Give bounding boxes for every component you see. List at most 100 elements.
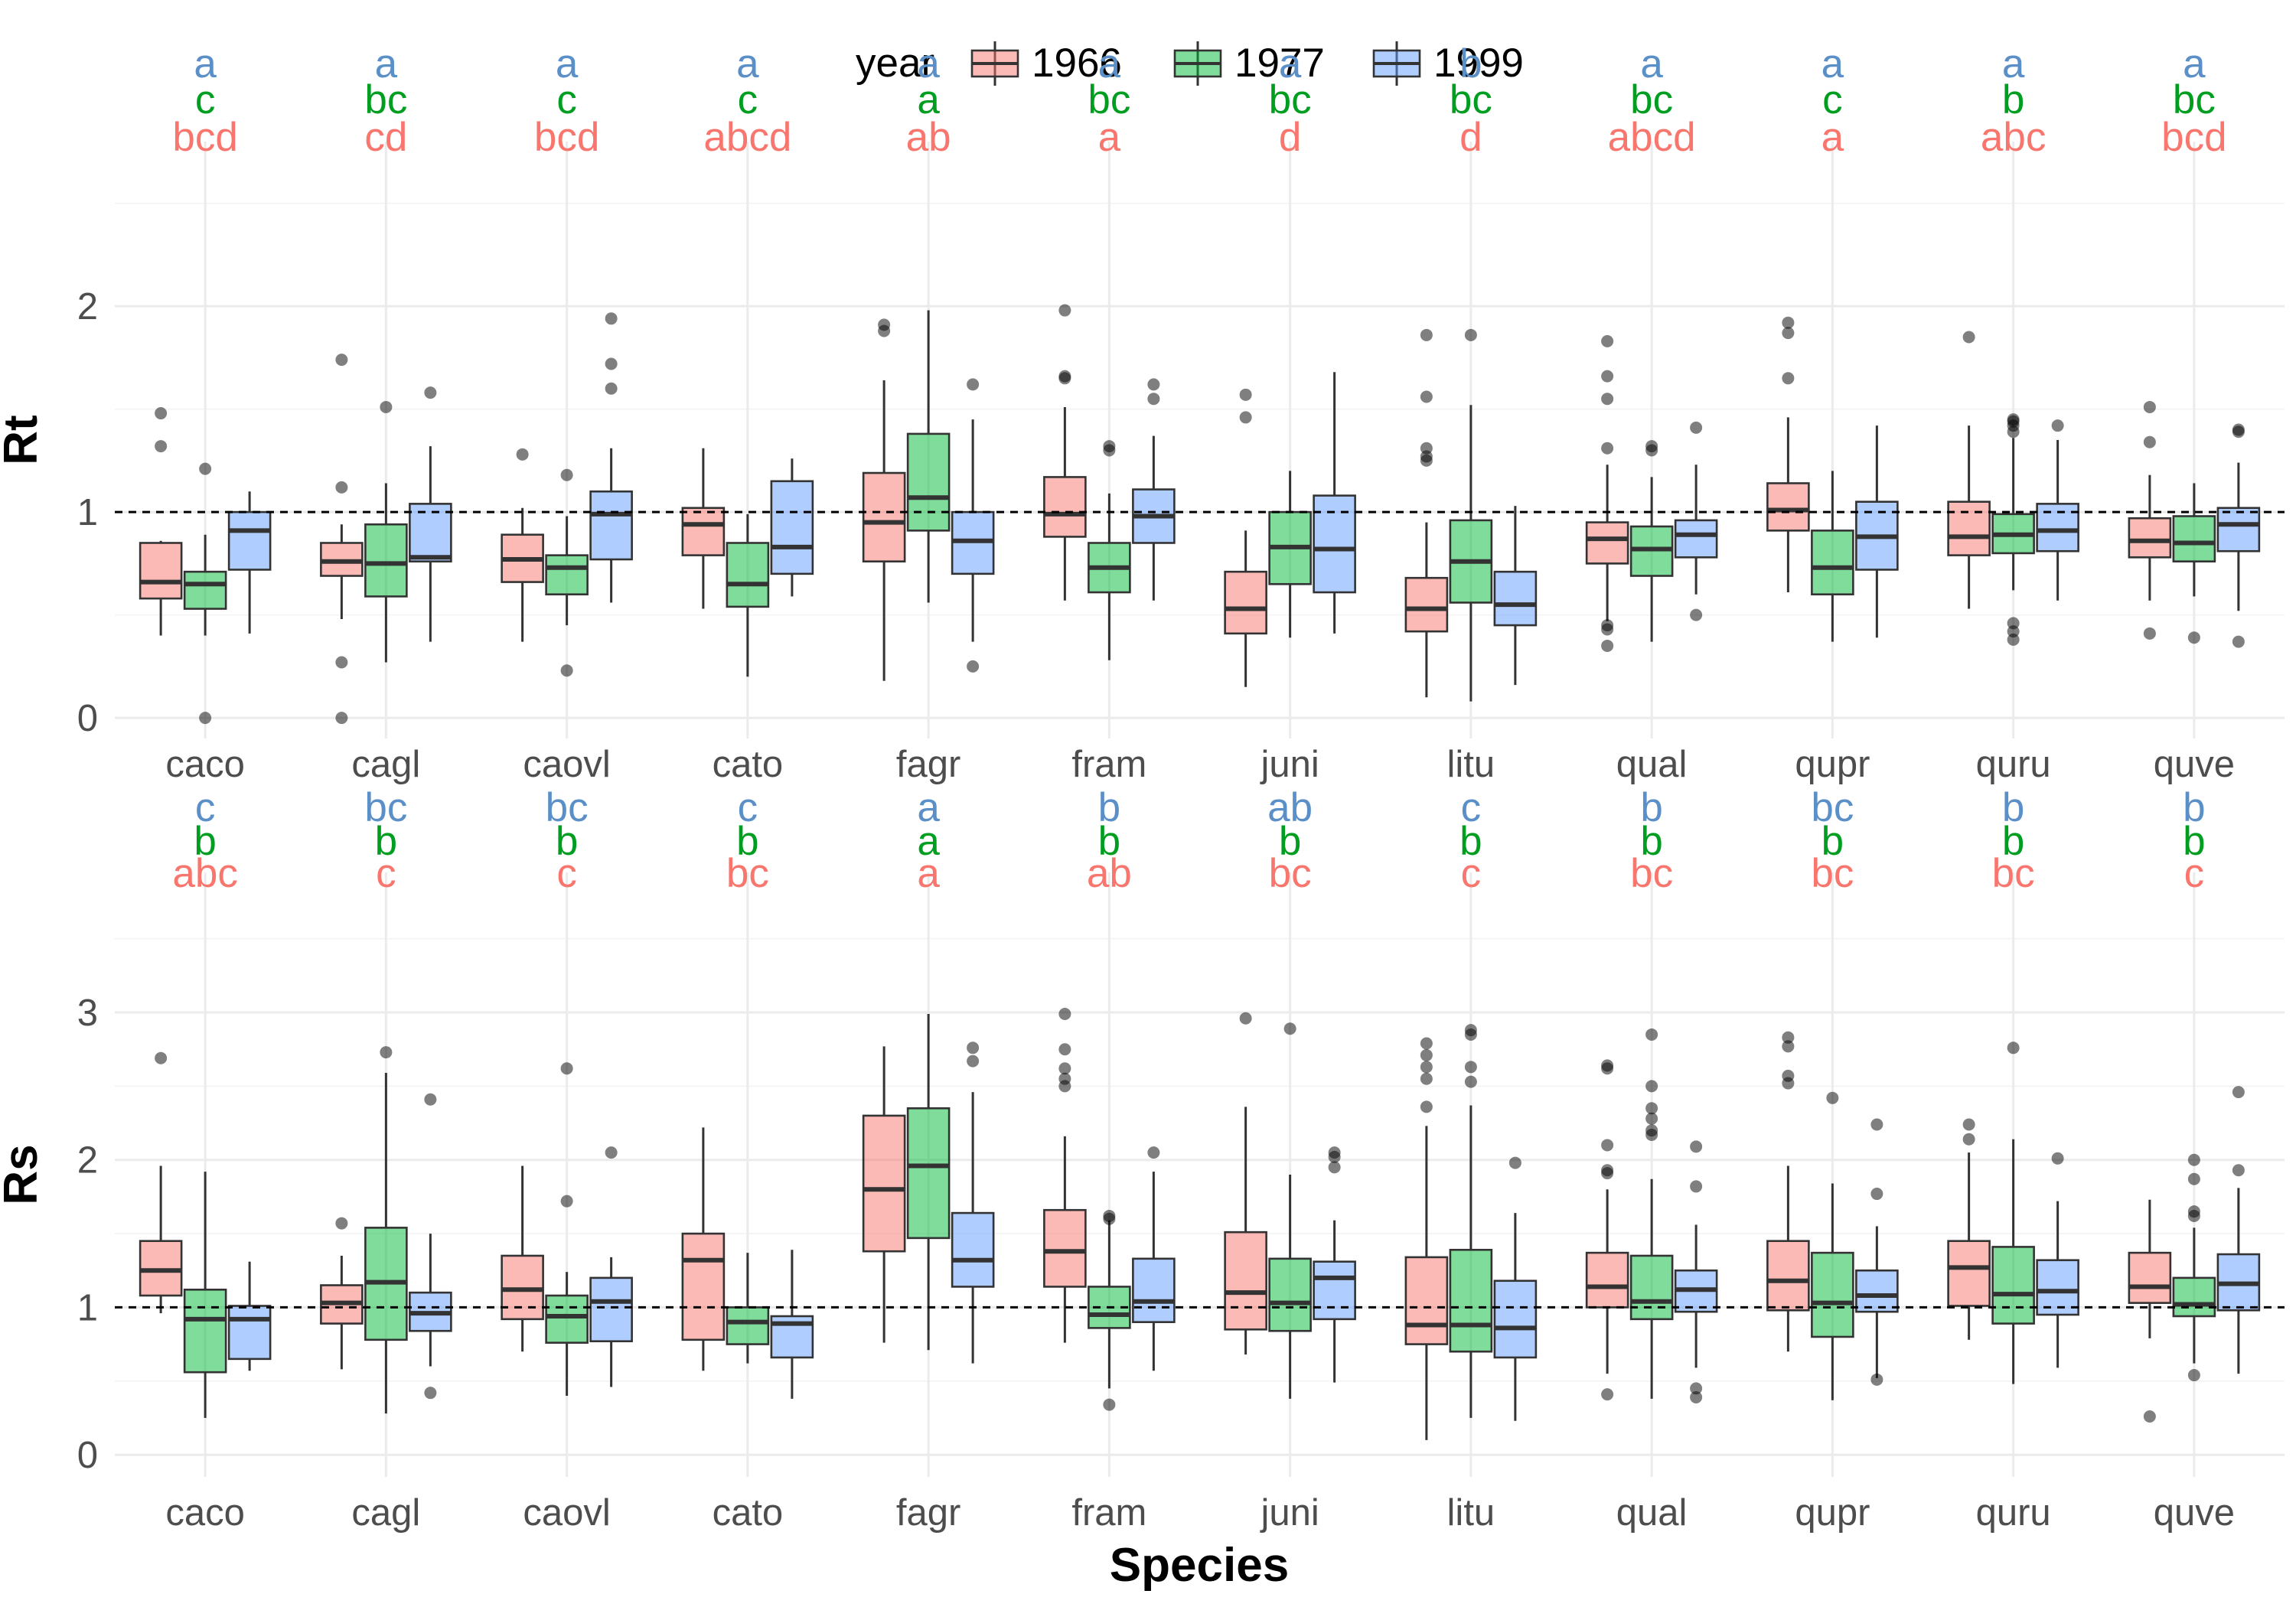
significance-letter: c xyxy=(1461,785,1482,830)
box-1999-qupr xyxy=(1855,1118,1899,1386)
outlier-point xyxy=(1645,1080,1658,1093)
significance-letter: b xyxy=(1098,785,1120,830)
box-1966-qual xyxy=(1585,1059,1629,1401)
significance-letter: a xyxy=(917,851,940,896)
outlier-point xyxy=(1420,1100,1433,1113)
significance-letter: a xyxy=(736,41,759,86)
significance-letter: bc xyxy=(1992,851,2035,896)
legend-label: 1966 xyxy=(1032,41,1122,86)
box-body xyxy=(1629,1254,1674,1321)
outlier-point xyxy=(967,660,980,673)
outlier-point xyxy=(335,712,348,725)
x-tick-label: qual xyxy=(1616,744,1688,785)
outlier-point xyxy=(1690,1140,1703,1153)
legend: year 1966 1977 1999 xyxy=(856,41,1524,86)
significance-letter: bc xyxy=(1630,77,1673,122)
box-1966-litu xyxy=(1404,328,1449,698)
box-body xyxy=(1674,519,1718,559)
box-body xyxy=(1947,500,1991,556)
significance-letter: a xyxy=(1279,41,1302,86)
significance-letter: b xyxy=(1279,819,1301,864)
panel-rt: 012bcdcacdbcabcdcaabcdcaabaaabcadbcadbcb… xyxy=(0,41,2285,785)
box-1999-litu xyxy=(1493,1156,1538,1421)
outlier-point xyxy=(1058,1043,1071,1056)
box-body xyxy=(1585,1251,1629,1309)
outlier-point xyxy=(155,407,168,420)
box-body xyxy=(139,542,183,600)
box-body xyxy=(545,1294,589,1344)
outlier-point xyxy=(967,1041,980,1054)
outlier-point xyxy=(1420,1061,1433,1074)
x-tick-label: fram xyxy=(1071,1492,1146,1534)
outlier-point xyxy=(1645,1112,1658,1125)
significance-letter: a xyxy=(375,41,398,86)
y-tick-label: 2 xyxy=(77,286,98,328)
outlier-point xyxy=(1464,1024,1477,1037)
y-tick-label: 0 xyxy=(77,698,98,739)
outlier-point xyxy=(1645,1124,1658,1137)
outlier-point xyxy=(1239,1012,1252,1025)
x-tick-label: caco xyxy=(165,1492,245,1534)
box-1999-caovl xyxy=(589,312,633,603)
significance-letter: b xyxy=(736,819,758,864)
outlier-point xyxy=(1464,1075,1477,1088)
box-body xyxy=(1313,494,1356,594)
y-tick-label: 1 xyxy=(77,1287,98,1328)
x-tick-label: fagr xyxy=(896,1492,960,1534)
box-1999-fagr xyxy=(951,1041,995,1364)
significance-letter: bcd xyxy=(2161,115,2226,160)
box-1977-cagl xyxy=(364,400,408,663)
outlier-point xyxy=(605,382,618,395)
legend-item-1999: 1999 xyxy=(1372,41,1524,86)
x-tick-label: litu xyxy=(1447,744,1495,785)
outlier-point xyxy=(1645,1028,1658,1041)
outlier-point xyxy=(560,664,573,677)
box-1977-juni xyxy=(1268,471,1312,638)
outlier-point xyxy=(1058,1007,1071,1020)
box-1999-cagl xyxy=(409,386,452,642)
outlier-point xyxy=(1870,1373,1883,1386)
box-1977-cagl xyxy=(364,1046,408,1414)
significance-letter: b xyxy=(2002,785,2024,830)
significance-letter: c xyxy=(556,851,577,896)
outlier-point xyxy=(1962,1118,1975,1131)
significance-letter: bc xyxy=(364,77,407,122)
box-body xyxy=(862,471,906,562)
box-body xyxy=(364,523,408,598)
x-tick-label: cato xyxy=(713,744,784,785)
significance-letter: bc xyxy=(1088,77,1130,122)
outlier-point xyxy=(1420,1072,1433,1085)
outlier-point xyxy=(2232,1086,2245,1099)
significance-letter: a xyxy=(1821,115,1844,160)
significance-letter: abc xyxy=(1981,115,2046,160)
box-1977-fagr xyxy=(906,310,951,603)
box-body xyxy=(681,1232,726,1341)
significance-letter: c xyxy=(195,785,216,830)
legend-item-1977: 1977 xyxy=(1173,41,1325,86)
box-body xyxy=(183,570,227,610)
box-1966-qupr xyxy=(1766,316,1810,593)
box-1966-caovl xyxy=(501,448,544,642)
box-1977-litu xyxy=(1449,1024,1493,1418)
significance-letter: a xyxy=(1098,115,1121,160)
outlier-point xyxy=(1601,1388,1614,1401)
outlier-point xyxy=(1420,390,1433,403)
outlier-point xyxy=(1690,421,1703,434)
outlier-point xyxy=(1645,1102,1658,1115)
significance-letter: c xyxy=(556,77,577,122)
x-tick-label: cato xyxy=(713,1492,784,1534)
box-body xyxy=(1043,476,1087,538)
box-1966-fagr xyxy=(862,318,906,681)
significance-letter: b xyxy=(2183,819,2205,864)
outlier-point xyxy=(1601,1139,1614,1152)
outlier-point xyxy=(967,378,980,391)
significance-letter: a xyxy=(2002,41,2025,86)
outlier-point xyxy=(1328,1146,1341,1159)
box-body xyxy=(1313,1260,1356,1321)
outlier-point xyxy=(2143,435,2156,448)
outlier-point xyxy=(2007,1041,2020,1054)
outlier-point xyxy=(155,1051,168,1064)
outlier-point xyxy=(1464,1061,1477,1074)
x-tick-label: qupr xyxy=(1795,744,1870,785)
outlier-point xyxy=(605,357,618,370)
